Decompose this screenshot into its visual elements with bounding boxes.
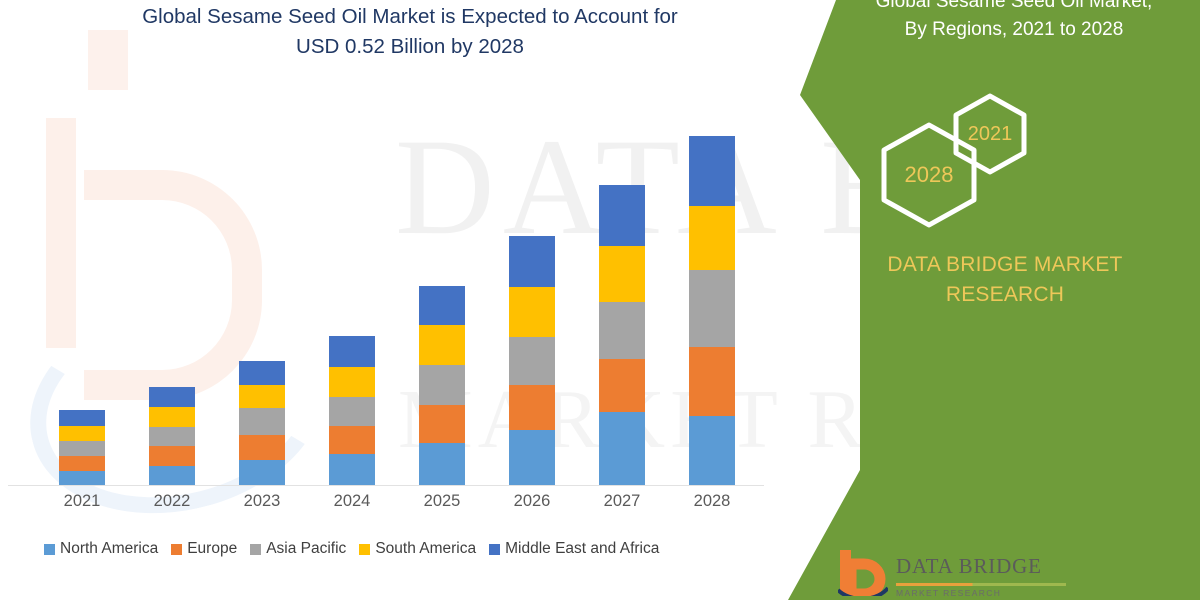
legend-label: Europe bbox=[187, 540, 238, 557]
bar-segment-2028-asia-pacific bbox=[689, 270, 735, 347]
legend-item-europe[interactable]: Europe bbox=[171, 540, 237, 558]
legend-swatch-icon bbox=[489, 543, 501, 555]
bar-segment-2026-south-america bbox=[509, 287, 555, 337]
green-side-panel: Global Sesame Seed Oil Market, By Region… bbox=[788, 0, 1200, 600]
bar-segment-2025-europe bbox=[419, 405, 465, 443]
bar-2026 bbox=[509, 236, 555, 485]
chart-title-line-2: USD 0.52 Billion by 2028 bbox=[296, 35, 524, 58]
chart-legend: North America Europe Asia Pacific South Ame… bbox=[44, 540, 784, 558]
bar-segment-2024-south-america bbox=[329, 367, 375, 397]
legend-label: Asia Pacific bbox=[266, 540, 347, 557]
bar-segment-2026-north-america bbox=[509, 430, 555, 485]
bar-2027 bbox=[599, 185, 645, 485]
bar-segment-2023-europe bbox=[239, 435, 285, 460]
bar-segment-2025-north-america bbox=[419, 443, 465, 485]
stacked-bar-group bbox=[40, 60, 780, 490]
x-tick-2024: 2024 bbox=[333, 492, 371, 510]
bar-segment-2021-north-america bbox=[59, 471, 105, 485]
chart-title-line-1: Global Sesame Seed Oil Market is Expecte… bbox=[142, 5, 678, 28]
panel-title: Global Sesame Seed Oil Market, By Region… bbox=[788, 0, 1200, 44]
bar-2028 bbox=[689, 136, 735, 485]
bar-2022 bbox=[149, 387, 195, 485]
x-tick-2022: 2022 bbox=[153, 492, 191, 510]
bar-2021 bbox=[59, 410, 105, 485]
bar-segment-2026-asia-pacific bbox=[509, 337, 555, 385]
bar-segment-2025-middle-east-and-africa bbox=[419, 286, 465, 325]
legend-item-north-america[interactable]: North America bbox=[44, 540, 158, 558]
footer-logo-subtitle: MARKET RESEARCH bbox=[896, 588, 1002, 598]
bar-segment-2021-south-america bbox=[59, 426, 105, 441]
legend-item-asia-pacific[interactable]: Asia Pacific bbox=[250, 540, 346, 558]
bar-segment-2022-middle-east-and-africa bbox=[149, 387, 195, 407]
hexagon-2028-label: 2028 bbox=[904, 162, 954, 187]
x-axis-line bbox=[8, 485, 764, 486]
bar-segment-2022-north-america bbox=[149, 466, 195, 485]
bar-segment-2024-europe bbox=[329, 426, 375, 454]
bar-segment-2027-south-america bbox=[599, 246, 645, 302]
legend-swatch-icon bbox=[250, 543, 262, 555]
footer-logo: DATA BRIDGE MARKET RESEARCH bbox=[836, 550, 1068, 600]
bar-segment-2022-asia-pacific bbox=[149, 427, 195, 446]
bar-segment-2022-europe bbox=[149, 446, 195, 466]
chart-title: Global Sesame Seed Oil Market is Expecte… bbox=[60, 2, 760, 62]
bar-segment-2027-north-america bbox=[599, 412, 645, 485]
hexagon-2021-label: 2021 bbox=[967, 122, 1013, 145]
bar-segment-2023-south-america bbox=[239, 385, 285, 408]
panel-title-line-1: Global Sesame Seed Oil Market, bbox=[875, 0, 1153, 12]
x-tick-2025: 2025 bbox=[423, 492, 461, 510]
legend-item-middle-east-and-africa[interactable]: Middle East and Africa bbox=[489, 540, 659, 558]
bar-segment-2027-asia-pacific bbox=[599, 302, 645, 359]
x-tick-2023: 2023 bbox=[243, 492, 281, 510]
bar-2023 bbox=[239, 361, 285, 485]
panel-brand-line-1: DATA BRIDGE MARKET bbox=[887, 253, 1123, 276]
bar-segment-2027-europe bbox=[599, 359, 645, 412]
bar-segment-2023-middle-east-and-africa bbox=[239, 361, 285, 385]
x-tick-2027: 2027 bbox=[603, 492, 641, 510]
x-tick-2021: 2021 bbox=[63, 492, 101, 510]
bar-2024 bbox=[329, 336, 375, 485]
bar-segment-2028-europe bbox=[689, 347, 735, 416]
data-bridge-logo-icon bbox=[836, 550, 890, 600]
bar-segment-2021-middle-east-and-africa bbox=[59, 410, 105, 426]
bar-segment-2024-middle-east-and-africa bbox=[329, 336, 375, 367]
bar-segment-2023-asia-pacific bbox=[239, 408, 285, 435]
hexagon-group: 2028 2021 bbox=[862, 92, 1112, 232]
legend-item-south-america[interactable]: South America bbox=[359, 540, 476, 558]
x-axis-tick-labels: 2021 2022 2023 2024 2025 2026 2027 2028 bbox=[40, 492, 780, 522]
panel-brand-text: DATA BRIDGE MARKET RESEARCH bbox=[840, 250, 1170, 310]
bar-segment-2021-asia-pacific bbox=[59, 441, 105, 456]
bar-segment-2024-north-america bbox=[329, 454, 375, 485]
footer-logo-name: DATA BRIDGE bbox=[896, 554, 1042, 578]
bar-segment-2024-asia-pacific bbox=[329, 397, 375, 426]
bar-segment-2028-north-america bbox=[689, 416, 735, 485]
panel-brand-line-2: RESEARCH bbox=[945, 283, 1065, 306]
chart-plot-area bbox=[40, 60, 780, 490]
bar-segment-2025-south-america bbox=[419, 325, 465, 365]
x-tick-2028: 2028 bbox=[693, 492, 731, 510]
bar-segment-2023-north-america bbox=[239, 460, 285, 485]
bar-segment-2028-middle-east-and-africa bbox=[689, 136, 735, 206]
footer-logo-rule bbox=[896, 583, 1066, 586]
legend-swatch-icon bbox=[359, 543, 371, 555]
bar-segment-2027-middle-east-and-africa bbox=[599, 185, 645, 246]
legend-swatch-icon bbox=[44, 543, 55, 555]
bar-segment-2026-middle-east-and-africa bbox=[509, 236, 555, 287]
hexagon-2021: 2021 bbox=[948, 92, 1032, 176]
legend-label: North America bbox=[60, 540, 159, 557]
legend-swatch-icon bbox=[171, 543, 183, 555]
hexagon-2028: 2028 bbox=[874, 120, 984, 230]
panel-title-line-2: By Regions, 2021 to 2028 bbox=[904, 19, 1124, 40]
bar-segment-2022-south-america bbox=[149, 407, 195, 427]
x-tick-2026: 2026 bbox=[513, 492, 551, 510]
legend-label: South America bbox=[375, 540, 477, 557]
bar-segment-2028-south-america bbox=[689, 206, 735, 270]
bar-segment-2025-asia-pacific bbox=[419, 365, 465, 405]
bar-2025 bbox=[419, 286, 465, 485]
legend-label: Middle East and Africa bbox=[505, 540, 660, 557]
bar-segment-2021-europe bbox=[59, 456, 105, 471]
bar-segment-2026-europe bbox=[509, 385, 555, 430]
